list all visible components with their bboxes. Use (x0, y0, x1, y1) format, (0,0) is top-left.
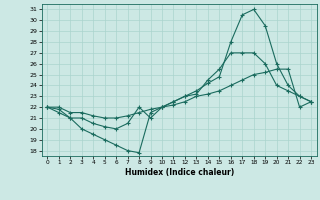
X-axis label: Humidex (Indice chaleur): Humidex (Indice chaleur) (124, 168, 234, 177)
